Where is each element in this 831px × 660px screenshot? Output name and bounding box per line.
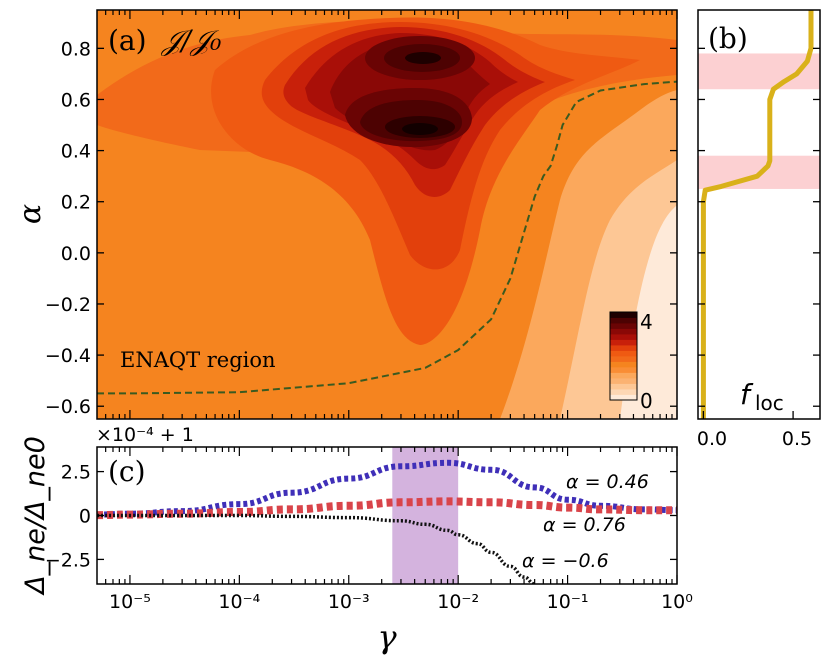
b-shaded-bands bbox=[698, 53, 820, 189]
a-ytick-label: 0.6 bbox=[61, 89, 91, 111]
panel-c-ticks: 10⁻⁵ 10⁻⁴ 10⁻³ 10⁻² 10⁻¹ 10⁰ −2.5 0 2.5 bbox=[45, 447, 693, 613]
panel-b-xtick-1: 0.5 bbox=[782, 428, 812, 450]
colorbar-level bbox=[610, 372, 637, 379]
legend-alpha-046: α = 0.46 bbox=[566, 471, 649, 493]
panel-b-frame bbox=[697, 9, 821, 420]
a-ytick-label: 0.0 bbox=[61, 243, 91, 265]
enaqt-boundary bbox=[97, 80, 677, 395]
panel-c-label: (c) bbox=[108, 455, 146, 488]
c-shaded-region bbox=[392, 447, 459, 584]
c-xtick-label: 10⁻² bbox=[437, 591, 479, 613]
offset-label: ×10⁻⁴ + 1 bbox=[96, 424, 194, 446]
colorbar-level bbox=[610, 394, 637, 401]
panel-a-ylabel: α bbox=[13, 204, 48, 224]
panel-a-label: (a) bbox=[108, 24, 147, 57]
colorbar-frame bbox=[609, 311, 638, 401]
series-alpha-neg06 bbox=[97, 513, 535, 584]
f-loc-curve bbox=[700, 10, 814, 419]
colorbar-level bbox=[610, 328, 637, 335]
legend-alpha-076: α = 0.76 bbox=[543, 514, 626, 536]
colorbar-level bbox=[610, 378, 637, 384]
a-ytick-label: −0.4 bbox=[45, 345, 91, 367]
panel-c-xlabel: γ bbox=[377, 618, 397, 656]
colorbar-max-label: 4 bbox=[640, 310, 653, 334]
panel-a-frame bbox=[96, 9, 678, 420]
c-ytick-label: 0 bbox=[79, 506, 91, 528]
enaqt-annotation: ENAQT region bbox=[120, 348, 276, 372]
colorbar-level bbox=[610, 361, 637, 368]
series-alpha-076 bbox=[97, 497, 677, 520]
colorbar-level bbox=[610, 350, 637, 357]
heatmap-contours bbox=[97, 10, 677, 419]
c-xtick-label: 10⁻⁵ bbox=[109, 591, 151, 613]
panel-b-xlabel-sub: loc bbox=[755, 391, 784, 415]
colorbar: 4 0 bbox=[609, 310, 653, 413]
panel-c-ylabel-text: Δ_ne/Δ_ne0 bbox=[20, 436, 51, 596]
a-ytick-label: 0.2 bbox=[61, 192, 91, 214]
c-ytick-label: −2.5 bbox=[45, 549, 91, 571]
colorbar-level bbox=[610, 334, 637, 340]
colorbar-level bbox=[610, 317, 637, 324]
panel-b: (b) f loc 0.0 0.5 bbox=[697, 9, 821, 450]
colorbar-level bbox=[610, 339, 637, 346]
c-ytick-label: 2.5 bbox=[61, 462, 91, 484]
panel-a-title: 𝒥/𝒥₀ bbox=[160, 24, 221, 57]
colorbar-level bbox=[610, 367, 637, 373]
colorbar-min-label: 0 bbox=[640, 389, 653, 413]
c-xtick-label: 10⁻¹ bbox=[547, 591, 589, 613]
panel-b-xlabel-main: f bbox=[740, 378, 754, 411]
colorbar-level bbox=[610, 345, 637, 351]
contour-core-4 bbox=[402, 123, 438, 135]
panel-c-ylabel: Δ_ne/Δ_ne0 bbox=[20, 436, 51, 596]
panel-b-xtick-0: 0.0 bbox=[697, 428, 727, 450]
colorbar-level bbox=[610, 389, 637, 395]
contour-top-3 bbox=[405, 52, 441, 64]
panel-a-yticks: −0.6 −0.4 −0.2 0.0 0.2 0.4 0.6 0.8 bbox=[45, 38, 677, 418]
a-ytick-label: 0.4 bbox=[61, 141, 91, 163]
colorbar-level bbox=[610, 323, 637, 329]
c-xtick-label: 10⁰ bbox=[661, 591, 693, 613]
panel-c: 10⁻⁵ 10⁻⁴ 10⁻³ 10⁻² 10⁻¹ 10⁰ −2.5 0 2.5 (c) ×10⁻… bbox=[20, 424, 693, 656]
c-xtick-label: 10⁻³ bbox=[328, 591, 370, 613]
panel-a-xticks bbox=[105, 10, 678, 419]
colorbar-level bbox=[610, 356, 637, 362]
panel-b-label: (b) bbox=[708, 22, 748, 55]
panel-a: −0.6 −0.4 −0.2 0.0 0.2 0.4 0.6 0.8 (a) 𝒥/𝒥₀ ENA… bbox=[13, 9, 678, 420]
a-ytick-label: −0.6 bbox=[45, 396, 91, 418]
c-xtick-label: 10⁻⁴ bbox=[218, 591, 260, 613]
legend-alpha-neg06: α = −0.6 bbox=[522, 550, 609, 572]
colorbar-level bbox=[610, 383, 637, 390]
a-ytick-label: −0.2 bbox=[45, 294, 91, 316]
a-ytick-label: 0.8 bbox=[61, 38, 91, 60]
panel-b-ticks bbox=[698, 47, 820, 419]
colorbar-level bbox=[610, 312, 637, 318]
